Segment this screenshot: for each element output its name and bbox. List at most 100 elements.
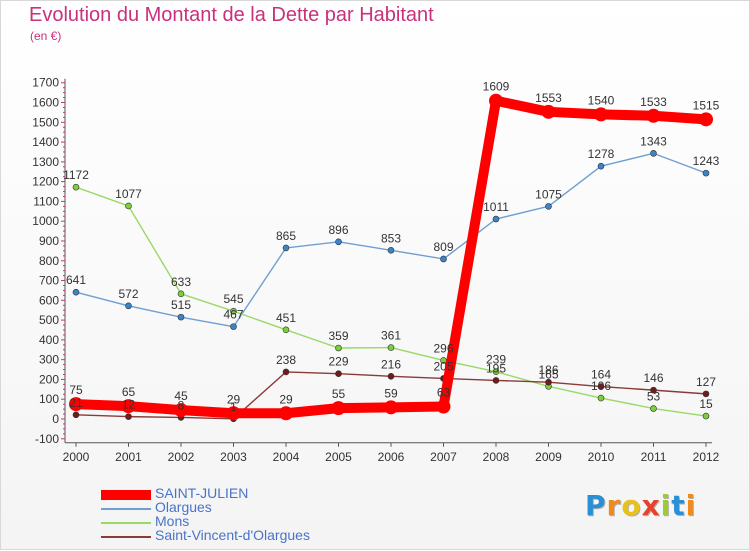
x-tick-label: 2004 <box>273 450 300 464</box>
data-point <box>650 386 657 394</box>
data-point <box>125 302 132 310</box>
legend-item: Saint-Vincent-d'Olargues <box>101 527 401 543</box>
y-tick-label: 0 <box>52 412 59 426</box>
data-label: 229 <box>328 355 348 369</box>
data-label: 515 <box>171 298 191 312</box>
data-point <box>594 107 608 122</box>
data-point <box>492 377 500 384</box>
data-point <box>597 162 605 170</box>
data-point <box>541 104 556 119</box>
data-point <box>702 412 710 420</box>
y-tick-label: 500 <box>39 313 59 327</box>
x-tick-label: 2002 <box>168 450 195 464</box>
data-label: 359 <box>328 329 348 343</box>
data-label: 1243 <box>693 154 720 168</box>
legend-item: SAINT-JULIEN <box>101 485 401 501</box>
legend-swatch <box>101 508 151 510</box>
data-label: 1075 <box>535 187 562 201</box>
data-label: 572 <box>118 287 138 301</box>
data-label: 186 <box>538 363 558 377</box>
legend-label: Mons <box>155 513 190 529</box>
data-label: 239 <box>486 353 506 367</box>
data-label: 641 <box>66 273 86 287</box>
data-label: 1553 <box>535 91 562 105</box>
data-label: 1609 <box>483 80 510 94</box>
data-point <box>387 246 395 254</box>
y-tick-label: 1000 <box>32 214 59 228</box>
data-label: 59 <box>384 386 398 400</box>
y-tick-label: 600 <box>39 293 59 307</box>
legend-item: Olargues <box>101 499 401 515</box>
data-label: 165 <box>538 367 558 381</box>
data-point <box>702 390 710 398</box>
data-label: 361 <box>381 329 401 343</box>
logo-letter: P <box>585 489 607 522</box>
legend-label: Olargues <box>155 499 212 515</box>
axes: -100 0 100 200 300 400 500 600 700 800 900 1000 1100… <box>32 76 719 464</box>
data-point <box>125 413 132 420</box>
x-tick-label: 2005 <box>325 450 352 464</box>
data-point <box>699 112 713 127</box>
y-tick-label: 800 <box>39 254 59 268</box>
data-label: 127 <box>696 375 716 389</box>
data-point <box>230 323 237 330</box>
chart-subtitle: (en €) <box>30 29 62 43</box>
y-tick-label: 1500 <box>32 115 59 129</box>
x-tick-label: 2009 <box>535 450 562 464</box>
y-tick-label: 1400 <box>32 135 59 149</box>
data-label: 1011 <box>483 200 509 214</box>
y-tick-label: 1100 <box>33 194 59 208</box>
legend-label: Saint-Vincent-d'Olargues <box>155 527 310 543</box>
y-tick-label: -100 <box>35 432 59 446</box>
data-point <box>282 326 290 334</box>
data-point <box>177 290 185 298</box>
data-point <box>282 244 290 252</box>
y-tick-label: 200 <box>39 372 59 386</box>
data-point <box>230 307 237 315</box>
data-label: 63 <box>437 386 451 400</box>
data-label: 53 <box>647 390 661 404</box>
data-point <box>335 370 342 378</box>
data-point <box>489 93 503 108</box>
data-point <box>440 255 447 263</box>
data-label: 55 <box>332 387 346 401</box>
data-label: 238 <box>276 353 296 367</box>
data-point <box>69 397 83 412</box>
data-point <box>331 401 346 416</box>
data-label: 29 <box>227 392 241 406</box>
data-point <box>279 406 293 421</box>
data-point <box>492 368 500 376</box>
x-tick-label: 2011 <box>641 450 667 464</box>
data-point <box>646 108 661 123</box>
y-tick-label: 1700 <box>32 76 59 90</box>
series-2 <box>72 183 710 420</box>
data-point <box>387 344 395 351</box>
data-point <box>545 203 552 210</box>
data-point <box>545 378 552 386</box>
data-label: 809 <box>433 240 453 254</box>
logo-letter: x <box>641 489 661 522</box>
data-label: 1515 <box>693 98 720 112</box>
x-tick-label: 2008 <box>483 450 510 464</box>
logo-letter: r <box>606 489 622 522</box>
series-1 <box>72 150 710 330</box>
data-label: 467 <box>223 308 243 322</box>
x-tick-label: 2001 <box>115 450 142 464</box>
data-label: 146 <box>643 371 663 385</box>
data-point <box>650 405 657 412</box>
data-label: 633 <box>171 275 191 289</box>
data-point <box>492 215 500 223</box>
data-point <box>650 150 657 157</box>
logo-letter: i <box>660 489 672 522</box>
data-label: 1172 <box>63 168 89 182</box>
data-label: 896 <box>328 223 348 237</box>
data-label: 195 <box>486 361 506 375</box>
legend-label: SAINT-JULIEN <box>155 485 249 501</box>
y-tick-label: 300 <box>39 353 59 367</box>
x-tick-label: 2010 <box>588 450 615 464</box>
data-label: 451 <box>276 311 296 325</box>
data-label: 1533 <box>640 95 667 109</box>
legend-swatch <box>101 522 151 524</box>
data-label: 216 <box>381 357 401 371</box>
